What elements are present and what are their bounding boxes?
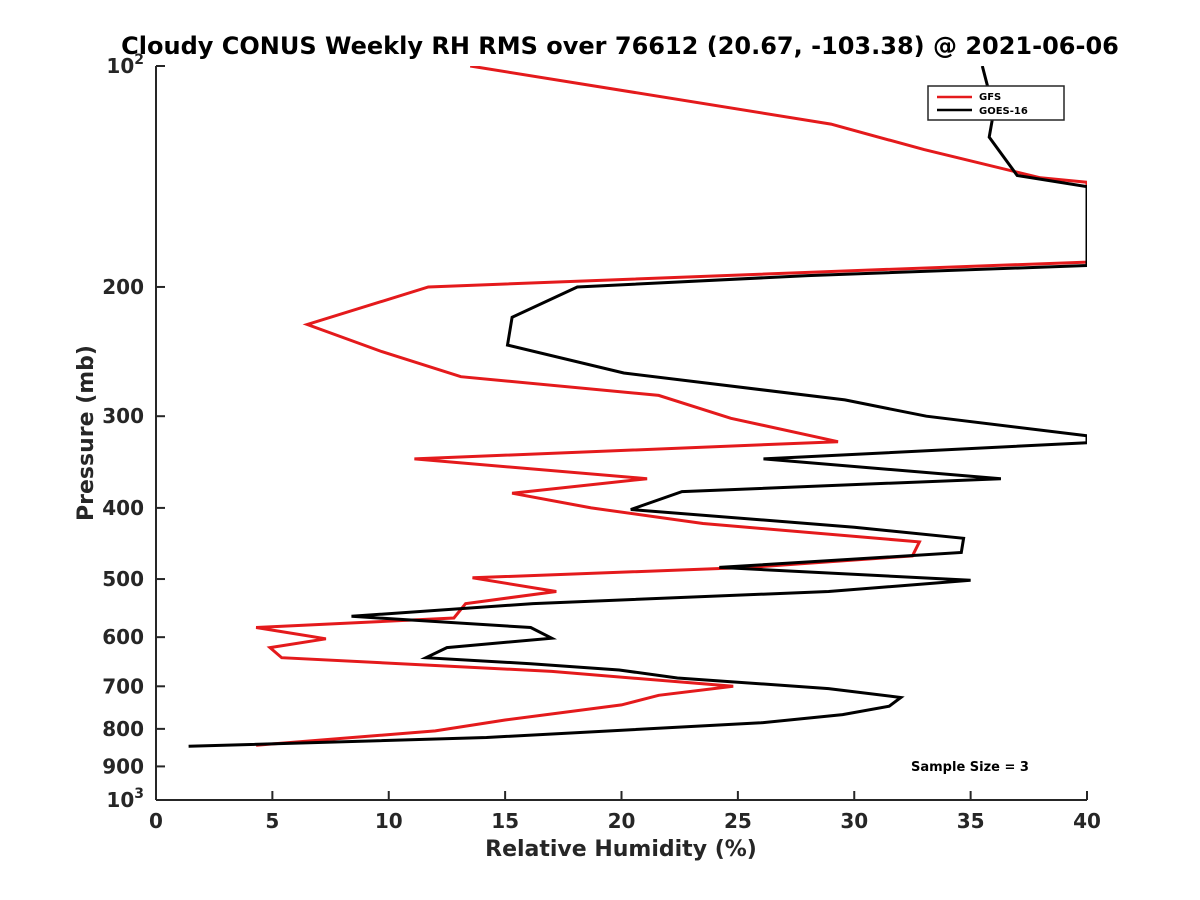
x-tick-label: 40 <box>1073 809 1101 833</box>
legend-box <box>927 85 1065 121</box>
y-ticks: 102 200 300 400 500 600 700 800 900 103 <box>102 52 165 812</box>
series-line-gfs <box>255 66 1087 747</box>
y-axis-label: Pressure (mb) <box>74 345 99 521</box>
x-tick-label: 35 <box>957 809 985 833</box>
legend-goes16-label: GOES-16 <box>979 106 1028 117</box>
sample-size-annotation: Sample Size = 3 <box>911 760 1029 775</box>
chart-title: Cloudy CONUS Weekly RH RMS over 76612 (2… <box>121 32 1119 60</box>
y-tick-label: 800 <box>102 717 144 741</box>
series-line-goes-16 <box>188 66 1087 748</box>
x-ticks: 0 5 10 15 20 25 30 35 40 <box>149 791 1101 833</box>
x-tick-label: 5 <box>265 809 279 833</box>
plot-area <box>156 66 1087 800</box>
y-tick-label: 600 <box>102 625 144 649</box>
x-axis-label: Relative Humidity (%) <box>485 837 757 862</box>
y-tick-label: 700 <box>102 674 144 698</box>
y-tick-label: 102 <box>106 52 144 78</box>
x-tick-label: 20 <box>608 809 636 833</box>
y-tick-label: 900 <box>102 754 144 778</box>
x-tick-label: 15 <box>491 809 519 833</box>
x-tick-label: 10 <box>375 809 403 833</box>
y-tick-label: 200 <box>102 275 144 299</box>
y-tick-label: 500 <box>102 567 144 591</box>
x-tick-label: 25 <box>724 809 752 833</box>
x-tick-label: 0 <box>149 809 163 833</box>
y-tick-label: 103 <box>106 786 144 812</box>
legend-gfs-label: GFS <box>979 92 1001 103</box>
y-tick-label: 400 <box>102 496 144 520</box>
y-tick-label: 300 <box>102 404 144 428</box>
legend: GFS GOES-16 <box>927 85 1065 121</box>
series-layer <box>188 66 1087 748</box>
x-tick-label: 30 <box>840 809 868 833</box>
